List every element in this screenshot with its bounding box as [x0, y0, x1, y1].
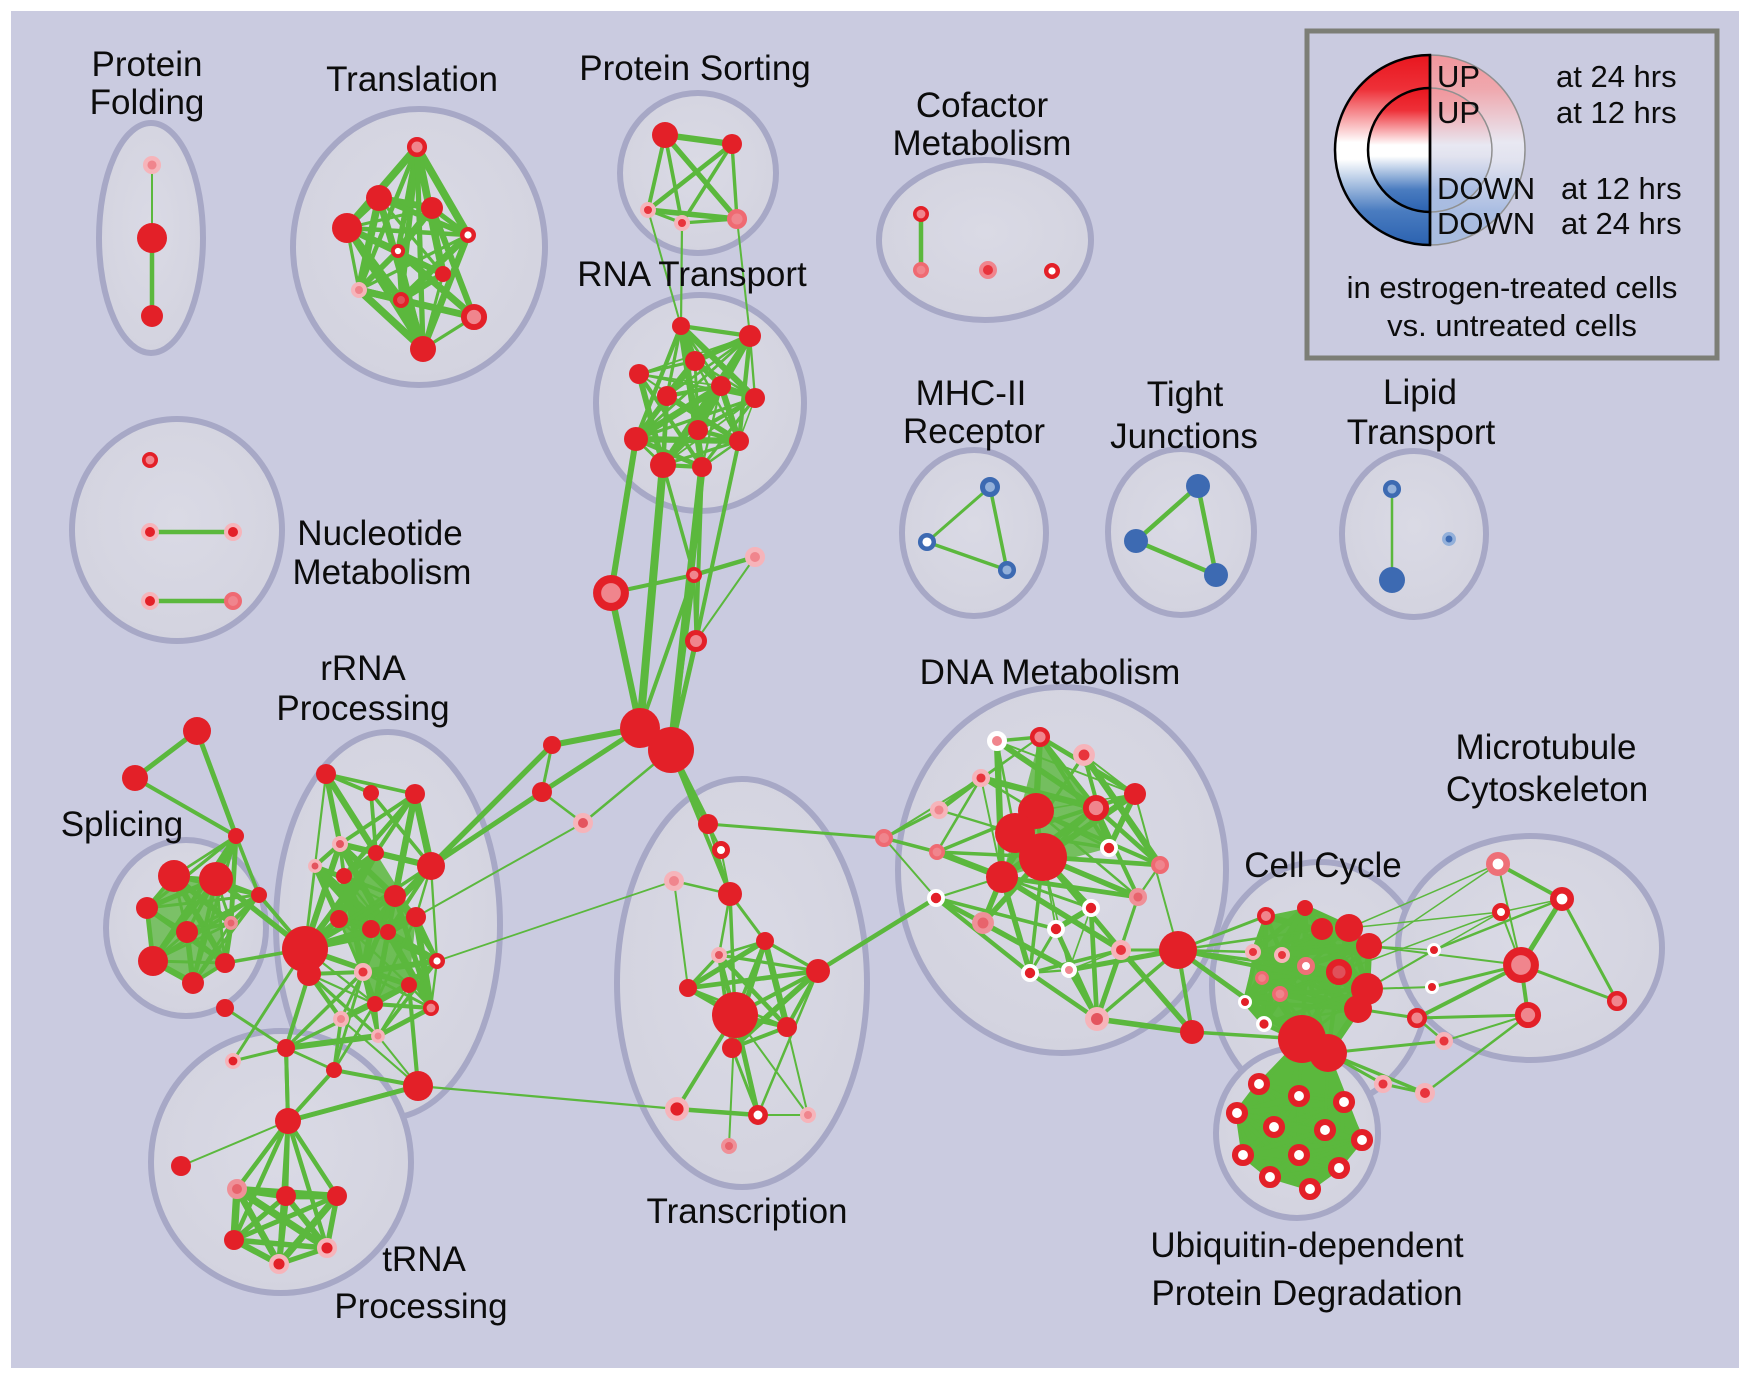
- svg-text:Transport: Transport: [1347, 413, 1496, 452]
- svg-text:Ubiquitin-dependent: Ubiquitin-dependent: [1150, 1226, 1464, 1265]
- svg-text:Protein Degradation: Protein Degradation: [1151, 1274, 1462, 1313]
- svg-text:at 12 hrs: at 12 hrs: [1556, 95, 1677, 130]
- svg-text:Splicing: Splicing: [61, 805, 184, 844]
- svg-text:in estrogen-treated cells: in estrogen-treated cells: [1347, 270, 1678, 305]
- svg-text:tRNA: tRNA: [382, 1240, 466, 1279]
- svg-text:Folding: Folding: [90, 83, 205, 122]
- svg-text:MHC-II: MHC-II: [916, 374, 1027, 413]
- svg-text:Tight: Tight: [1147, 375, 1224, 414]
- svg-text:Processing: Processing: [276, 689, 449, 728]
- svg-text:UP: UP: [1437, 95, 1480, 130]
- svg-text:Lipid: Lipid: [1383, 373, 1457, 412]
- svg-text:Cofactor: Cofactor: [916, 86, 1049, 125]
- svg-text:Protein: Protein: [92, 45, 203, 84]
- svg-text:UP: UP: [1437, 59, 1480, 94]
- svg-text:Metabolism: Metabolism: [893, 124, 1072, 163]
- svg-text:rRNA: rRNA: [320, 649, 406, 688]
- svg-text:Junctions: Junctions: [1110, 417, 1258, 456]
- svg-text:Nucleotide: Nucleotide: [297, 514, 462, 553]
- svg-text:Cell Cycle: Cell Cycle: [1244, 846, 1402, 885]
- svg-text:Cytoskeleton: Cytoskeleton: [1446, 770, 1648, 809]
- svg-text:RNA Transport: RNA Transport: [577, 255, 807, 294]
- svg-text:Metabolism: Metabolism: [293, 553, 472, 592]
- svg-text:Translation: Translation: [326, 60, 498, 99]
- svg-text:Protein Sorting: Protein Sorting: [579, 49, 811, 88]
- svg-text:DOWN: DOWN: [1437, 171, 1535, 206]
- svg-text:at 24 hrs: at 24 hrs: [1556, 59, 1677, 94]
- svg-text:Transcription: Transcription: [647, 1192, 848, 1231]
- svg-text:at 24 hrs: at 24 hrs: [1561, 206, 1682, 241]
- svg-text:Receptor: Receptor: [903, 412, 1045, 451]
- svg-text:at 12 hrs: at 12 hrs: [1561, 171, 1682, 206]
- svg-text:Microtubule: Microtubule: [1456, 728, 1637, 767]
- svg-text:vs. untreated cells: vs. untreated cells: [1387, 308, 1637, 343]
- svg-text:DOWN: DOWN: [1437, 206, 1535, 241]
- svg-text:Processing: Processing: [334, 1287, 507, 1326]
- svg-text:DNA Metabolism: DNA Metabolism: [920, 653, 1181, 692]
